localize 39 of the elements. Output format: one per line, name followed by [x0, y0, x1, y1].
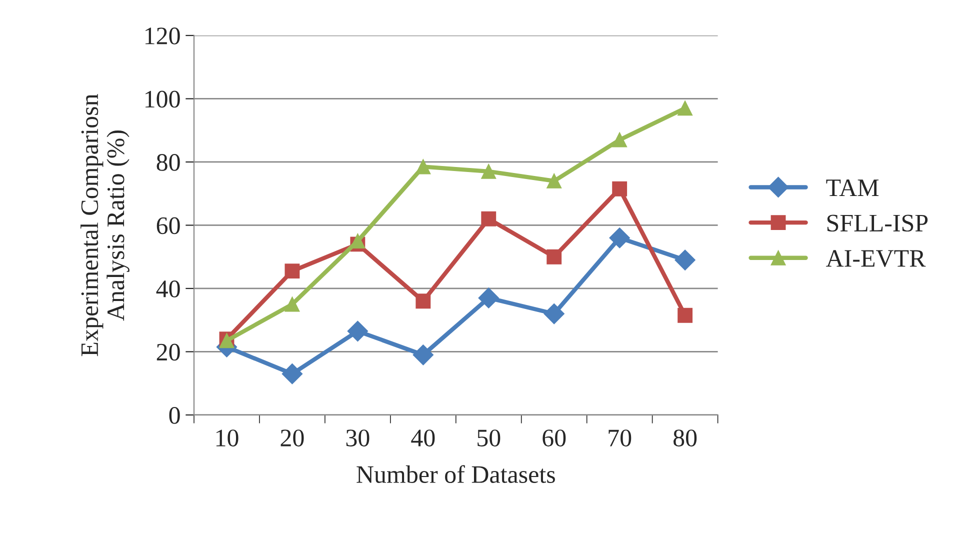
point — [481, 211, 496, 226]
x-tick-label: 80 — [674, 430, 697, 446]
point — [612, 132, 628, 148]
x-tick-label: 60 — [542, 430, 566, 446]
x-tick-label: 70 — [608, 430, 632, 446]
y-tick-label: 0 — [169, 407, 180, 424]
point — [347, 320, 368, 342]
x-tick-label: 10 — [216, 430, 238, 446]
y-tick-label: 40 — [156, 280, 180, 298]
point — [284, 296, 300, 312]
y-tick-label: 120 — [146, 28, 180, 44]
y-tick-label: 100 — [146, 90, 180, 108]
y-tick-label: 20 — [156, 344, 180, 361]
point — [674, 250, 696, 270]
point — [609, 228, 630, 248]
y-axis-title: Experimental Compariosn Analysis Ratio (%) — [80, 94, 130, 356]
point — [544, 303, 564, 324]
x-axis-title: Number of Datasets — [356, 465, 555, 484]
x-tick-label: 50 — [478, 430, 500, 446]
point — [546, 173, 562, 188]
point — [546, 249, 562, 264]
x-tick-label: 40 — [411, 430, 435, 446]
point — [282, 364, 303, 384]
point — [478, 288, 499, 308]
y-tick-label: 60 — [156, 217, 180, 234]
x-tick-label: 20 — [280, 430, 304, 446]
point — [416, 294, 431, 309]
legend-label: SFLL-ISP — [827, 214, 928, 232]
legend-label: TAM — [826, 179, 879, 196]
point — [416, 159, 431, 174]
point — [678, 100, 693, 116]
point — [678, 308, 693, 323]
point — [612, 181, 628, 196]
point — [284, 264, 300, 279]
x-tick-label: 30 — [346, 430, 370, 446]
legend-label: AI-EVTR — [826, 250, 926, 268]
point — [412, 344, 434, 366]
y-tick-label: 80 — [156, 154, 180, 171]
point — [481, 164, 496, 179]
